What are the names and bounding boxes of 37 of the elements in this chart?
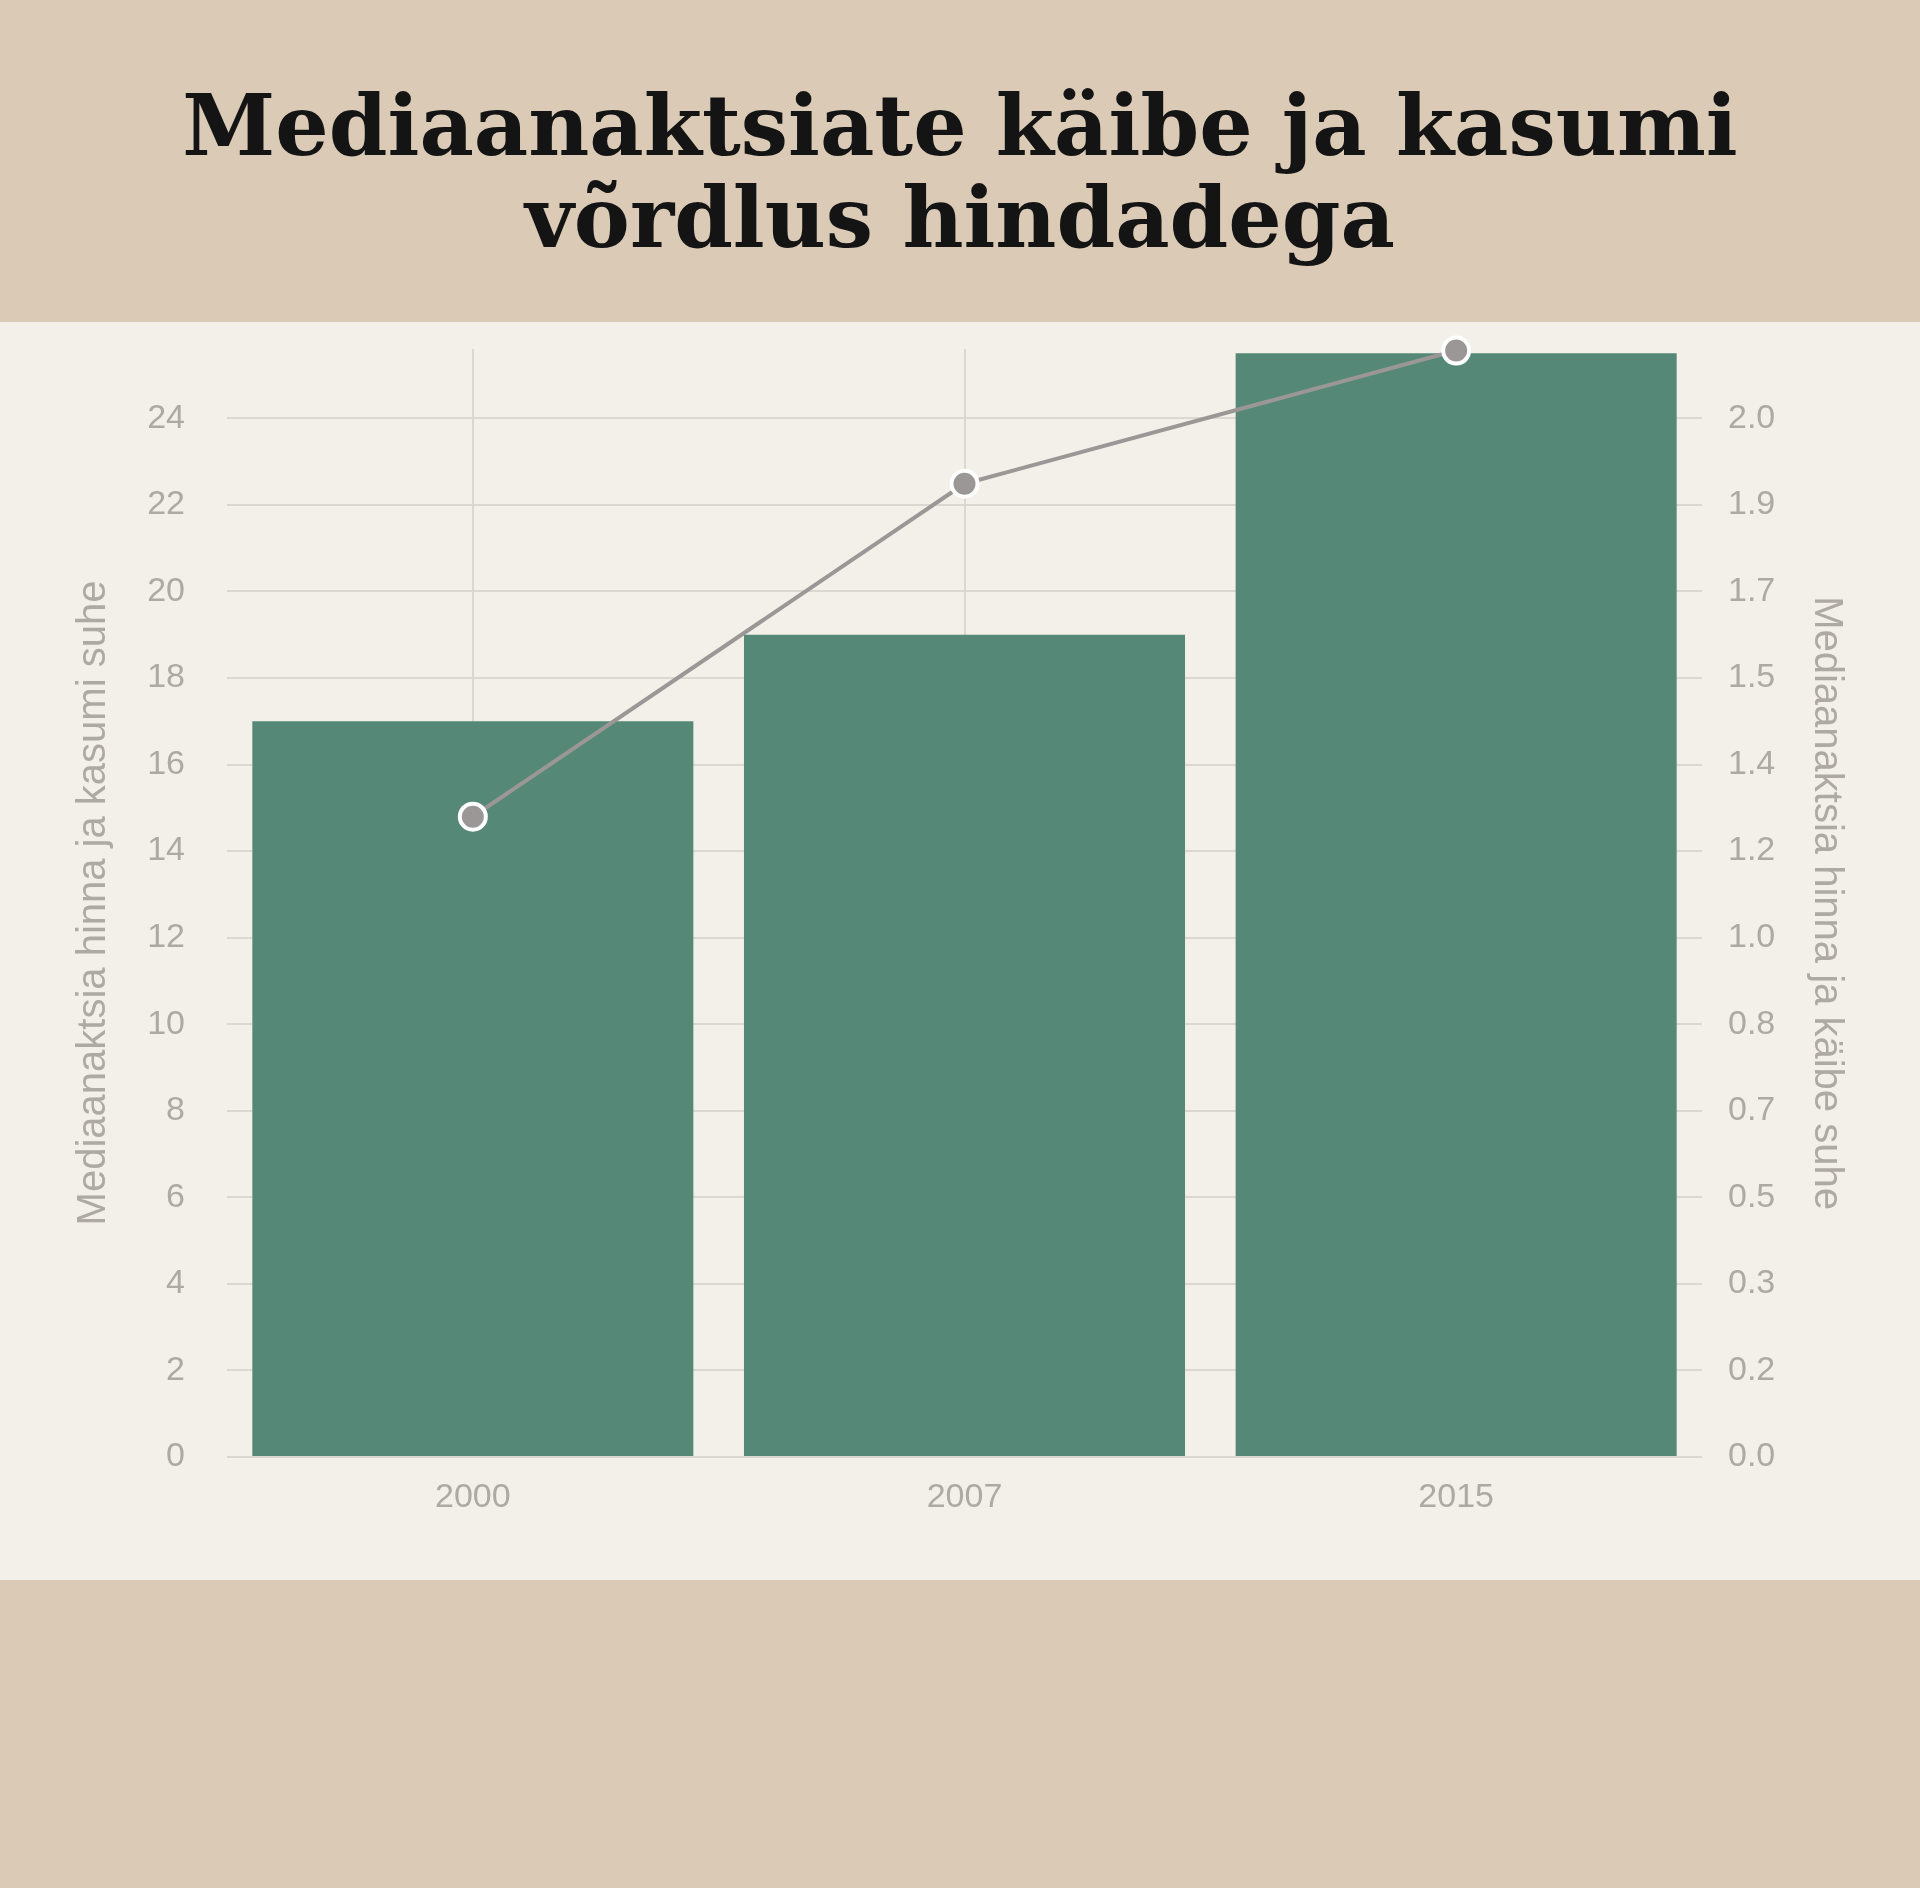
x-tick-label: 2000 — [435, 1475, 511, 1514]
y2-axis-title: Mediaanaktsia hinna ja käibe suhe — [1806, 596, 1851, 1210]
y2-tick-label: 1.2 — [1728, 829, 1776, 868]
chart-title: Mediaanaktsiate käibe ja kasumi võrdlus hindadega — [181, 76, 1739, 267]
y-tick-label: 16 — [147, 742, 185, 781]
y2-tick-label: 0.8 — [1728, 1002, 1776, 1041]
bar — [252, 721, 694, 1456]
y-tick-label: 6 — [166, 1175, 185, 1214]
y2-tick-label: 1.0 — [1728, 915, 1776, 954]
y2-tick-label: 1.5 — [1728, 656, 1776, 695]
y2-tick-label: 2.0 — [1728, 396, 1776, 435]
point — [1441, 335, 1472, 366]
y2-tick-label: 1.9 — [1728, 483, 1776, 522]
y-tick-label: 8 — [166, 1089, 185, 1128]
y-tick-label: 0 — [166, 1435, 185, 1474]
y-tick-label: 2 — [166, 1348, 185, 1387]
x-tick-label: 2015 — [1418, 1475, 1494, 1514]
y-tick-label: 18 — [147, 656, 185, 695]
y-tick-label: 24 — [147, 396, 185, 435]
y2-tick-label: 0.0 — [1728, 1435, 1776, 1474]
y-axis-title: Mediaanaktsia hinna ja kasumi suhe — [69, 580, 114, 1226]
point — [457, 801, 488, 832]
y2-tick-label: 1.4 — [1728, 742, 1776, 781]
y-tick-label: 20 — [147, 569, 185, 608]
y2-tick-label: 0.5 — [1728, 1175, 1776, 1214]
y-tick-label: 12 — [147, 916, 185, 954]
y-tick-label: 4 — [166, 1262, 185, 1301]
y-tick-label: 10 — [147, 1002, 185, 1041]
bar — [1235, 353, 1677, 1456]
y2-tick-label: 0.7 — [1728, 1089, 1776, 1128]
y2-tick-label: 0.3 — [1728, 1262, 1776, 1301]
y2-tick-label: 1.7 — [1728, 569, 1776, 608]
y-tick-label: 22 — [147, 483, 185, 522]
y2-tick-label: 0.2 — [1728, 1348, 1776, 1387]
point — [949, 468, 980, 499]
y-tick-label: 14 — [147, 829, 185, 868]
x-tick-label: 2007 — [926, 1475, 1003, 1514]
